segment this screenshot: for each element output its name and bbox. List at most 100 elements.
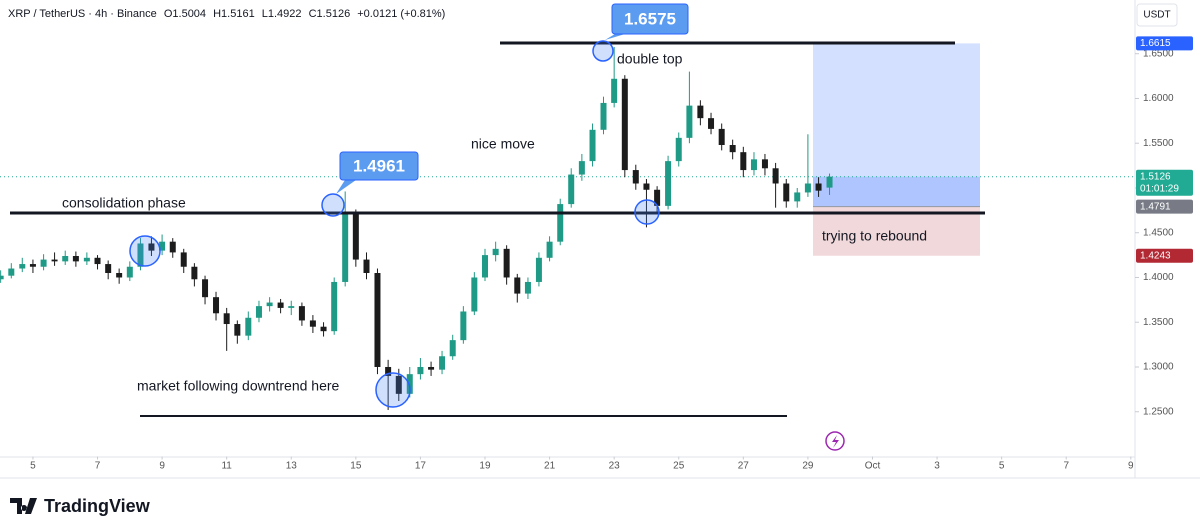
candle-body: [697, 105, 704, 119]
x-tick-label: 11: [221, 461, 232, 472]
x-tick-label: 7: [1063, 461, 1069, 472]
candle-body: [255, 306, 262, 318]
candle-body: [277, 302, 284, 308]
candle-body: [535, 257, 542, 282]
currency: USDT: [1143, 10, 1170, 21]
y-tick-label: 1.4500: [1143, 227, 1174, 238]
candle-body: [180, 252, 187, 267]
callout-pointer: [336, 180, 356, 194]
x-tick-label: 7: [95, 461, 101, 472]
candle-body: [62, 255, 69, 262]
candle-body: [621, 78, 628, 171]
entry-badge: [1136, 199, 1193, 214]
candle-body: [428, 366, 435, 370]
position-layer: [0, 43, 1135, 256]
candle-body: [320, 326, 327, 332]
y-tick-label: 1.3500: [1143, 317, 1174, 328]
candle-body: [417, 366, 424, 375]
last-price-badge: [1136, 169, 1193, 196]
candle-body: [481, 255, 488, 278]
x-tick-label: 13: [286, 461, 298, 472]
candle-body: [288, 306, 295, 308]
annotation: nice move: [471, 136, 535, 152]
candle-body: [148, 243, 155, 251]
candle-body: [815, 183, 822, 191]
target-zone: [813, 43, 980, 207]
candle-body: [708, 118, 715, 129]
y-tick-label: 1.4000: [1143, 272, 1174, 283]
x-tick-label: Oct: [865, 461, 881, 472]
candle-body: [352, 213, 359, 260]
candle-body: [40, 259, 47, 267]
currency-button[interactable]: [1136, 3, 1178, 27]
ohlc-change: +0.0121 (+0.81%): [357, 8, 445, 20]
candle-body: [137, 243, 144, 267]
candle-body: [503, 248, 510, 278]
candle-body: [654, 189, 661, 206]
candle-body: [686, 105, 693, 138]
x-tick-label: 21: [544, 461, 556, 472]
drawings: 1.6575 1.4961 double top nice move conso…: [10, 3, 985, 451]
candle-body: [740, 152, 747, 171]
candle-body: [460, 311, 467, 341]
highlight-circle: [375, 372, 411, 408]
candle-body: [439, 356, 446, 370]
candle-body: [578, 161, 585, 175]
annotation: market following downtrend here: [137, 378, 340, 394]
y-tick-label: 1.3000: [1143, 362, 1174, 373]
brand-name: TradingView: [44, 496, 151, 516]
highlight-circle: [592, 40, 614, 62]
candle-body: [385, 366, 392, 376]
ohlc-low: L1.4922: [262, 8, 302, 20]
candle-body: [331, 281, 338, 332]
callout-value: 1.6575: [624, 9, 676, 28]
x-tick-label: 3: [934, 461, 940, 472]
candle-body: [223, 313, 230, 325]
candle-body: [492, 248, 499, 256]
candles: [0, 46, 833, 410]
candle-body: [83, 257, 90, 262]
stop-badge: [1136, 248, 1193, 263]
candle-body: [643, 183, 650, 190]
candle-body: [514, 277, 521, 294]
candle-body: [395, 375, 402, 394]
x-tick-label: 9: [159, 461, 165, 472]
x-tick-label: 5: [30, 461, 36, 472]
candle-body: [19, 264, 26, 269]
last-price-label: 1.5126: [1140, 171, 1171, 182]
symbol: XRP / TetherUS · 4h · Binance: [8, 8, 157, 20]
x-tick-label: 25: [673, 461, 685, 472]
candle-body: [611, 78, 618, 103]
x-tick-label: 29: [802, 461, 814, 472]
candle-body: [761, 159, 768, 169]
alert-icon[interactable]: [825, 431, 845, 451]
candle-body: [51, 259, 58, 262]
candle-body: [589, 129, 596, 162]
candle-body: [159, 241, 166, 251]
candle-body: [524, 281, 531, 294]
candle-body: [729, 145, 736, 153]
candle-body: [266, 302, 273, 307]
candle-body: [191, 266, 198, 280]
x-tick-label: 23: [609, 461, 621, 472]
countdown: 01:01:29: [1140, 183, 1179, 194]
candle-body: [600, 102, 607, 130]
x-tick-label: 27: [738, 461, 750, 472]
candle-body: [72, 255, 79, 262]
x-tick-label: 15: [350, 461, 362, 472]
candle-body: [126, 266, 133, 278]
candle-body: [675, 137, 682, 162]
candle-body: [557, 204, 564, 242]
x-tick-label: 9: [1128, 461, 1134, 472]
candle-body: [568, 174, 575, 205]
open-pnl-zone: [813, 176, 980, 207]
y-tick-label: 1.6000: [1143, 93, 1174, 104]
brand-logo: TradingView: [10, 496, 151, 516]
candle-body: [8, 268, 15, 276]
annotation: consolidation phase: [62, 195, 186, 211]
highlight-circle: [321, 193, 345, 217]
candle-body: [794, 192, 801, 202]
axes: 1.25001.30001.35001.40001.45001.50001.55…: [30, 36, 1193, 472]
logo-mark: [10, 498, 37, 514]
symbol-header: XRP / TetherUS · 4h · Binance O1.5004 H1…: [8, 8, 445, 20]
